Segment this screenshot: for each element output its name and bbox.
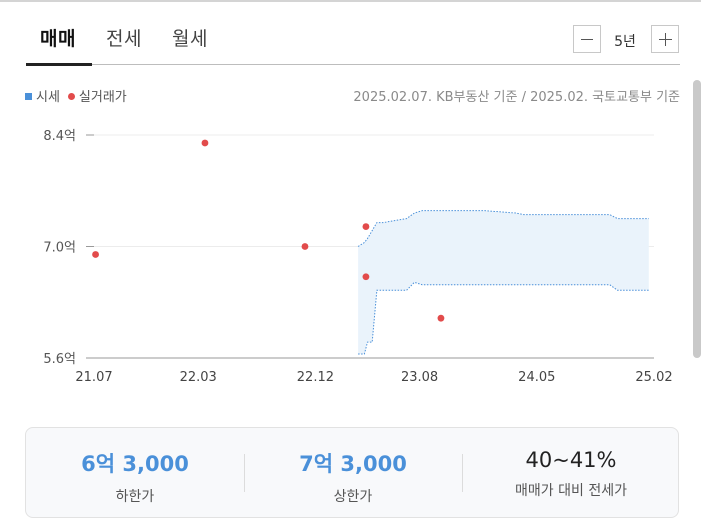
market-price-lower-line [358,281,649,355]
y-tick-label: 5.6억 [43,352,76,367]
tab-sale-label: 매매 [40,28,76,50]
plus-icon [665,33,666,46]
tab-sale[interactable]: 매매 [40,24,76,51]
actual-trade-point [92,251,99,258]
period-value: 5년 [614,34,636,50]
y-tick-label: 8.4억 [43,129,76,144]
jeonse-ratio-label: 매매가 대비 전세가 [515,483,627,499]
market-price-upper-line [357,210,649,247]
actual-trade-point [437,314,445,322]
minus-icon [581,39,593,40]
upper-price-cell: 7억 3,000 상한가 [244,428,462,517]
x-tick-label: 23.08 [401,370,438,385]
data-source-note: 2025.02.07. KB부동산 기준 / 2025.02. 국토교통부 기준 [353,90,680,105]
tab-monthly-rent[interactable]: 월세 [172,24,208,51]
legend-market-price: 시세 [36,90,60,105]
x-tick-label: 25.02 [635,370,672,385]
actual-trade-point [362,273,370,281]
tab-jeonse-label: 전세 [106,28,142,50]
lower-price-cell: 6억 3,000 하한가 [26,428,244,517]
jeonse-ratio-value: 40~41% [525,448,617,472]
upper-price-label: 상한가 [333,489,373,505]
summary-divider [462,454,463,492]
price-chart: 8.4억 7.0억 5.6억 21.07 22.03 22.12 23.08 24.05 25.… [43,129,672,385]
actual-price-legend-marker [67,93,75,100]
active-tab-indicator [26,63,92,66]
tab-jeonse[interactable]: 전세 [106,24,142,51]
y-tick-label: 7.0억 [43,241,76,256]
market-price-band [358,210,649,355]
x-tick-label: 22.03 [180,370,217,385]
x-tick-label: 24.05 [518,370,555,385]
scrollbar[interactable] [693,80,701,358]
actual-trade-point [201,139,209,147]
top-border [0,0,701,2]
tab-monthly-rent-label: 월세 [172,28,208,50]
chart-legend: 시세 실거래가 [25,86,127,105]
actual-trade-point [362,223,370,230]
period-increase-button[interactable] [651,25,679,53]
market-price-legend-marker [25,93,32,100]
upper-price-value: 7억 3,000 [299,452,407,476]
legend-actual-price: 실거래가 [78,90,127,105]
actual-trade-point [301,243,309,250]
lower-price-value: 6억 3,000 [81,452,189,476]
x-tick-label: 21.07 [75,370,112,385]
price-summary-card: 6억 3,000 하한가 7억 3,000 상한가 40~41% 매매가 대비 … [25,427,679,518]
summary-divider [244,454,245,492]
deal-type-tabs: 매매 전세 월세 [26,20,680,66]
period-decrease-button[interactable] [573,25,601,53]
x-tick-label: 22.12 [297,370,334,385]
jeonse-ratio-cell: 40~41% 매매가 대비 전세가 [462,428,680,517]
lower-price-label: 하한가 [115,489,155,505]
